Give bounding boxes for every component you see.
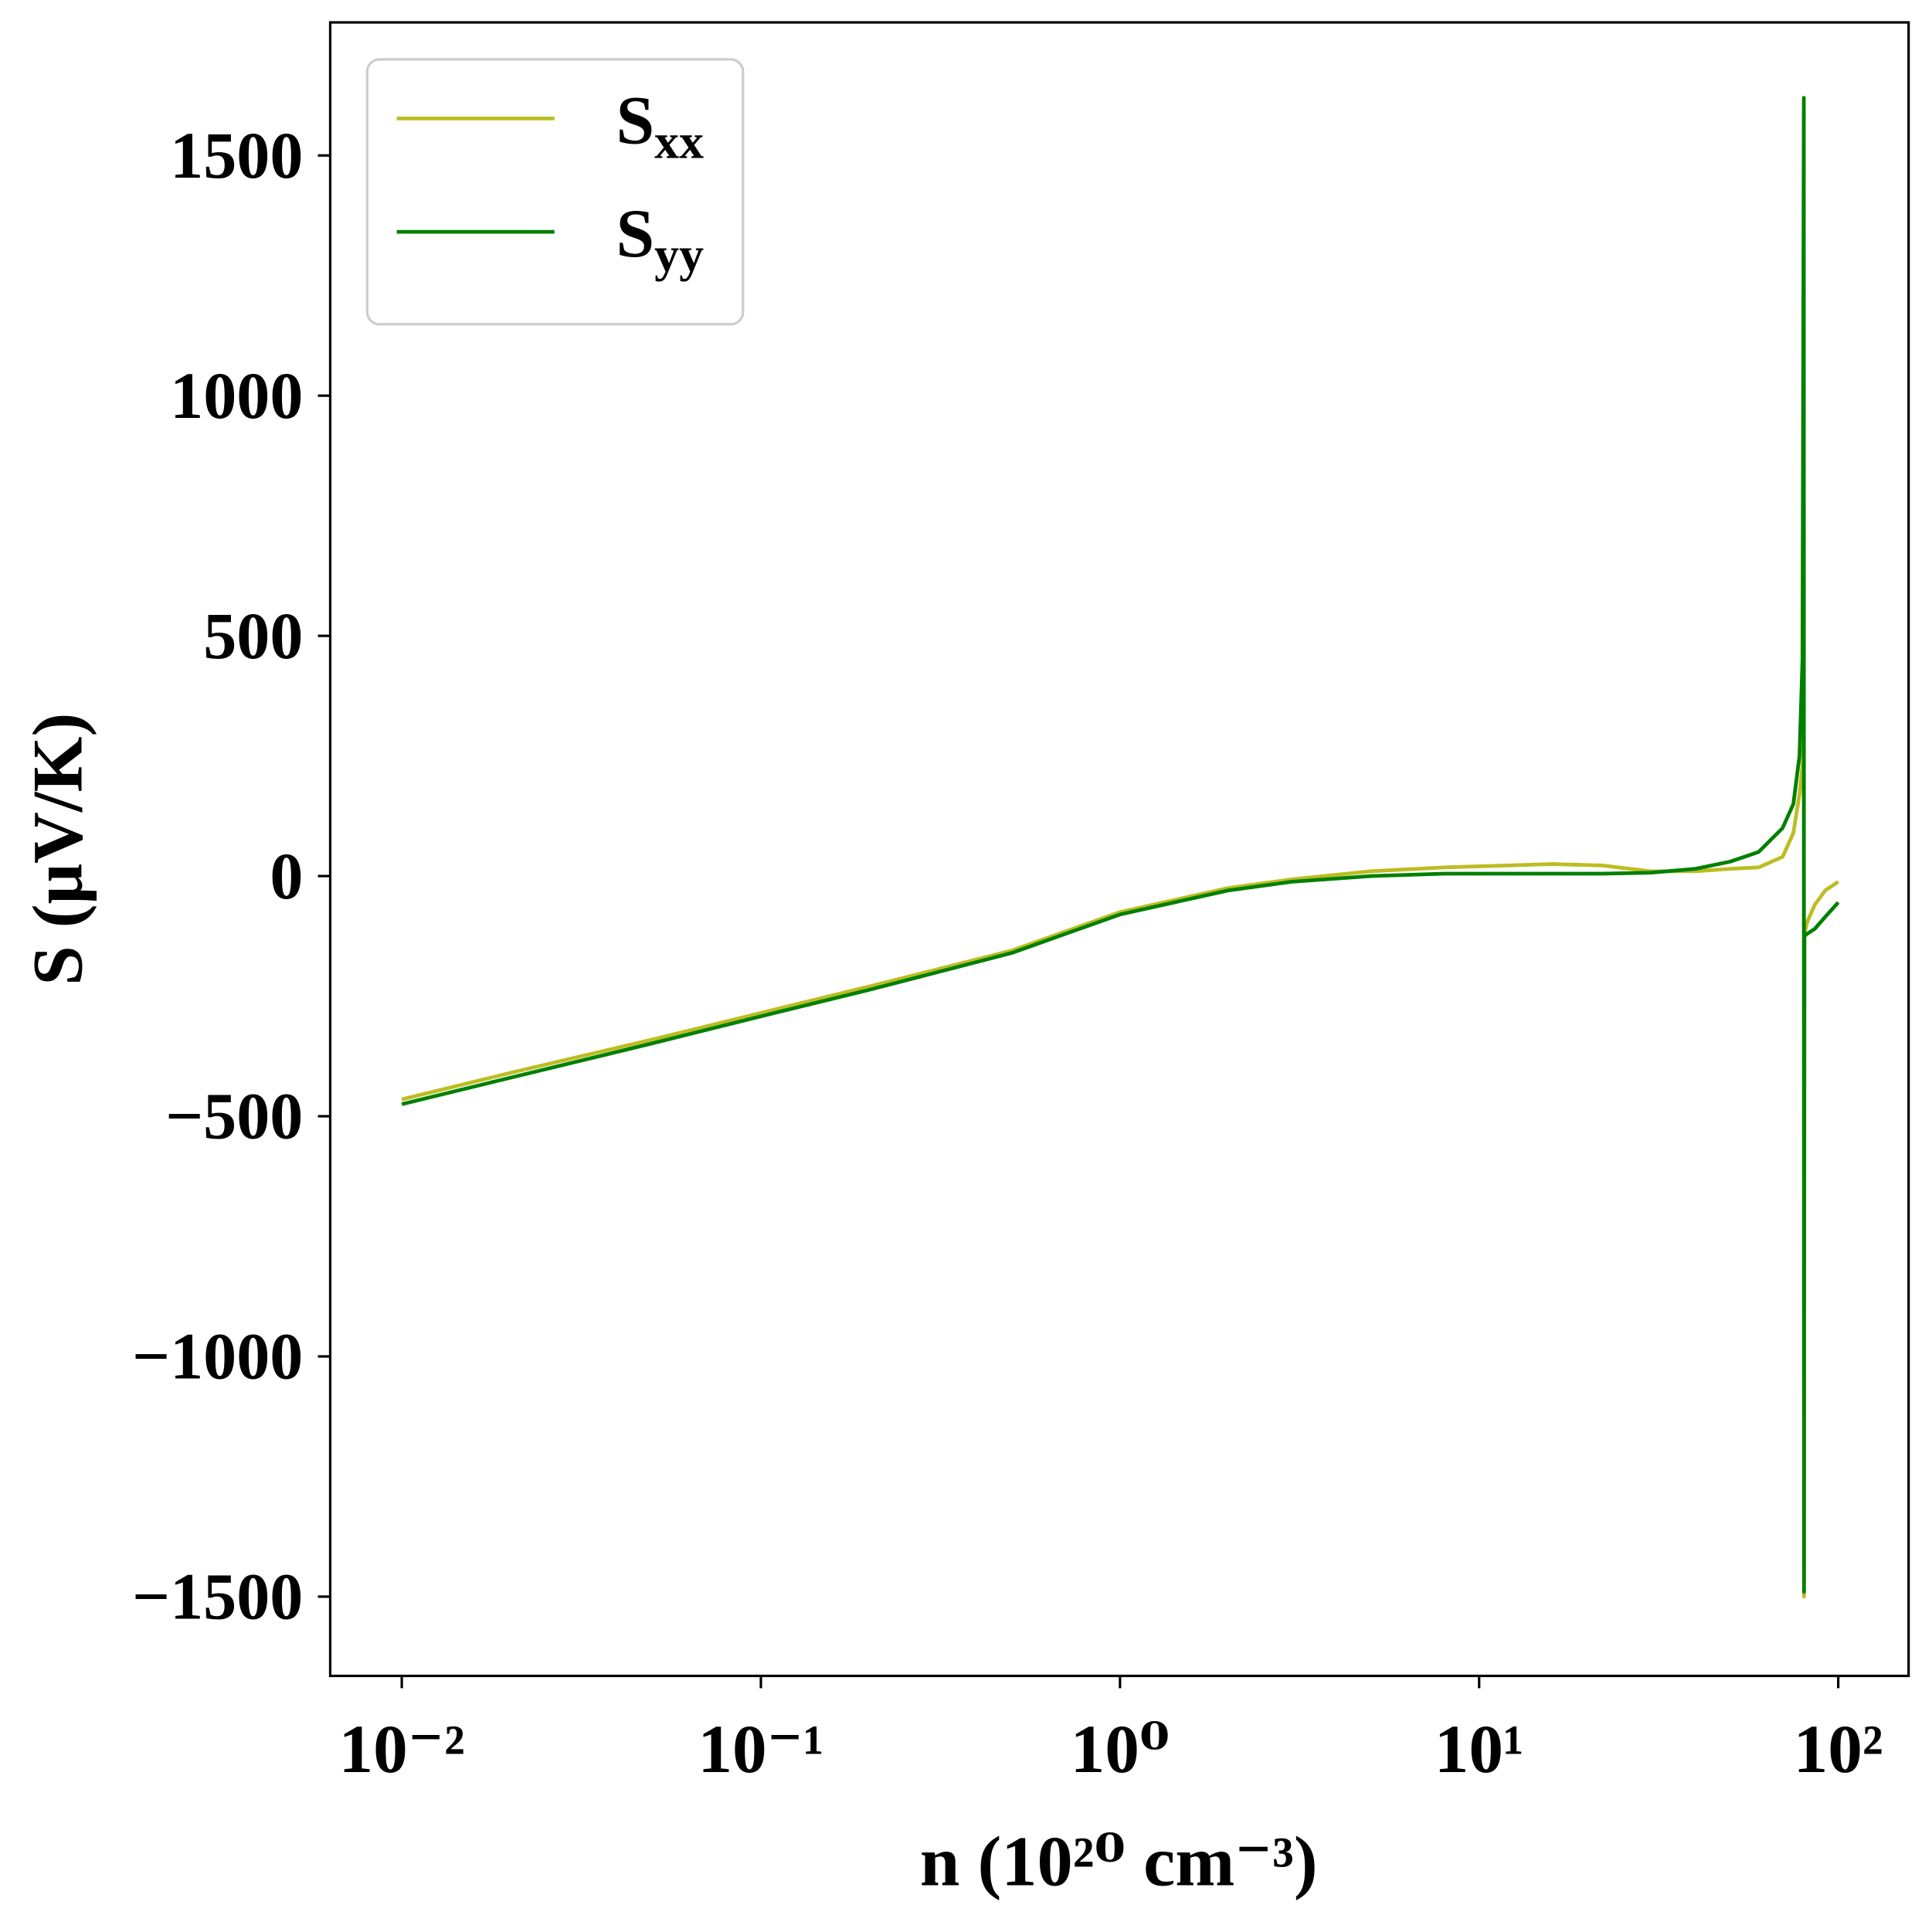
legend-label: Syy bbox=[616, 195, 705, 282]
data-line bbox=[401, 730, 1839, 1599]
x-tick-label: 10¹ bbox=[1435, 1711, 1524, 1788]
legend-label-main: S bbox=[616, 82, 655, 158]
x-tick-label: 10⁰ bbox=[1071, 1711, 1170, 1788]
y-tick-label: −1500 bbox=[132, 1560, 303, 1634]
y-axis-label: S (μV/K) bbox=[19, 713, 97, 986]
x-tick-label: 10² bbox=[1794, 1711, 1883, 1788]
legend-label-sub: xx bbox=[654, 114, 704, 168]
y-tick-label: 1500 bbox=[170, 118, 303, 192]
data-line bbox=[401, 96, 1840, 1594]
x-axis-label: n (10²⁰ cm⁻³) bbox=[920, 1823, 1318, 1902]
legend-box bbox=[365, 58, 745, 326]
x-tick-label: 10⁻¹ bbox=[698, 1711, 823, 1788]
legend-label-sub: yy bbox=[654, 227, 704, 282]
legend-label: Sxx bbox=[616, 82, 705, 168]
x-tick-label: 10⁻² bbox=[338, 1711, 464, 1788]
y-tick-label: 0 bbox=[270, 839, 303, 913]
y-tick-label: −1000 bbox=[132, 1319, 303, 1394]
y-tick-label: −500 bbox=[165, 1079, 303, 1153]
y-tick-label: 500 bbox=[203, 599, 303, 673]
legend-label-main: S bbox=[616, 195, 655, 272]
y-tick-label: 1000 bbox=[170, 358, 303, 433]
